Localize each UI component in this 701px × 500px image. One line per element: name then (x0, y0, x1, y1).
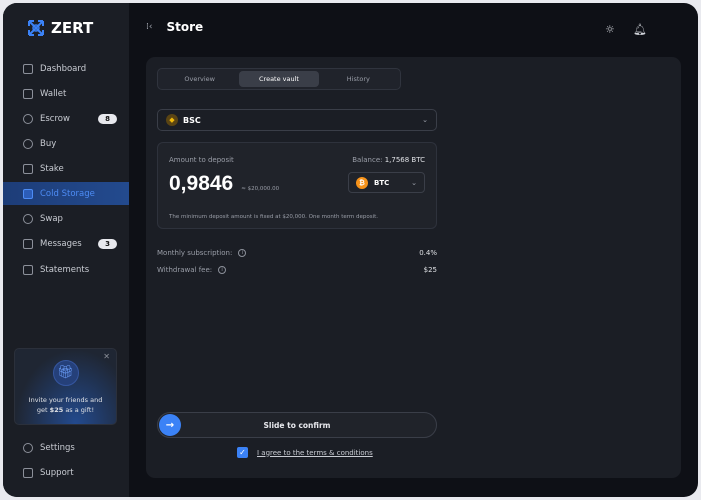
sidebar-item-messages[interactable]: Messages 3 (3, 232, 129, 255)
label: Swap (40, 213, 63, 224)
terms-agreement: ✓ I agree to the terms & conditions (237, 447, 373, 458)
tab-bar: Overview Create vault History (157, 68, 401, 90)
fee-label: Withdrawal fee: (157, 266, 213, 274)
label: Support (40, 467, 74, 478)
fee-value: $25 (423, 266, 437, 274)
slider-label: Slide to confirm (263, 420, 331, 430)
referral-promo: ✕ 🎁︎ Invite your friends and get $25 as … (14, 348, 117, 425)
chevron-down-icon: ⌄ (411, 178, 417, 187)
label: Statements (40, 264, 90, 275)
sidebar-item-dashboard[interactable]: Dashboard (3, 57, 129, 80)
label: Stake (40, 163, 64, 174)
label: Messages (40, 238, 82, 249)
sidebar-item-settings[interactable]: Settings (3, 436, 129, 459)
logo-icon (28, 20, 44, 36)
terms-checkbox[interactable]: ✓ (237, 447, 248, 458)
deposit-card: Amount to deposit Balance: 1,7568 BTC 0,… (157, 142, 437, 229)
promo-line2: get $25 as a gift! (15, 405, 116, 415)
bitcoin-icon: ₿ (356, 176, 368, 189)
fee-label: Monthly subscription: (157, 249, 233, 257)
collapse-sidebar-icon[interactable]: ⁞‹ (146, 22, 153, 32)
info-icon[interactable]: i (218, 266, 227, 274)
fee-row: Monthly subscription: i 0.4% (157, 249, 437, 257)
tab-history[interactable]: History (346, 75, 370, 83)
sidebar-item-swap[interactable]: Swap (3, 207, 129, 230)
sidebar-item-wallet[interactable]: Wallet (3, 82, 129, 105)
safe-icon (23, 188, 33, 199)
fee-value: 0.4% (419, 249, 437, 257)
amount-row: 0,9846 ≈ $20,000.00 (169, 172, 279, 196)
promo-line1: Invite your friends and (28, 396, 103, 404)
wallet-icon (23, 88, 33, 99)
label: Settings (40, 442, 75, 453)
swap-icon (23, 213, 33, 224)
usd-equivalent: ≈ $20,000.00 (241, 186, 280, 192)
bnb-icon: ◆ (166, 114, 178, 126)
fee-row: Withdrawal fee: i $25 (157, 266, 437, 274)
network-select[interactable]: ◆ BSC ⌄ (157, 109, 437, 131)
sidebar-item-escrow[interactable]: Escrow 8 (3, 107, 129, 130)
theme-toggle-icon[interactable]: ☼ (605, 23, 615, 36)
slide-to-confirm[interactable]: → Slide to confirm (157, 412, 437, 438)
label: Escrow (40, 113, 70, 124)
grid-icon (23, 63, 33, 74)
header: ⁞‹ Store (146, 20, 203, 34)
notification-bell-icon[interactable]: 🔔︎ (633, 23, 647, 36)
currency-select[interactable]: ₿ BTC ⌄ (348, 172, 425, 193)
store-panel: Overview Create vault History ◆ BSC ⌄ Am… (146, 57, 681, 478)
document-icon (23, 264, 33, 275)
deposit-label: Amount to deposit (169, 156, 234, 164)
arrow-right-icon[interactable]: → (159, 414, 181, 436)
sidebar-item-buy[interactable]: Buy (3, 132, 129, 155)
balance: Balance: 1,7568 BTC (352, 156, 425, 164)
help-icon (23, 467, 33, 478)
text: as a gift! (63, 406, 95, 414)
currency-value: BTC (374, 178, 390, 187)
deposit-note: The minimum deposit amount is fixed at $… (169, 214, 379, 220)
close-icon[interactable]: ✕ (103, 352, 110, 361)
label: Buy (40, 138, 57, 149)
sidebar-item-statements[interactable]: Statements (3, 258, 129, 281)
messages-badge: 3 (98, 238, 117, 249)
sidebar-item-cold-storage[interactable]: Cold Storage (3, 182, 129, 205)
gift-icon: 🎁︎ (52, 360, 79, 386)
label: Cold Storage (40, 188, 95, 199)
sidebar: ZERT Dashboard Wallet Escrow 8 Buy Stake … (3, 3, 129, 497)
balance-label: Balance: (352, 156, 383, 164)
tab-overview[interactable]: Overview (184, 75, 215, 83)
sidebar-item-support[interactable]: Support (3, 461, 129, 484)
message-icon (23, 238, 33, 249)
amount: $25 (49, 406, 64, 414)
terms-link[interactable]: I agree to the terms & conditions (257, 448, 373, 457)
text: get (36, 406, 50, 414)
stack-icon (23, 163, 33, 174)
coins-icon (23, 138, 33, 149)
page-title: Store (166, 20, 204, 34)
chevron-down-icon: ⌄ (422, 116, 428, 124)
escrow-badge: 8 (98, 113, 117, 124)
gear-icon (23, 442, 33, 453)
label: Dashboard (40, 63, 87, 74)
amount-input[interactable]: 0,9846 (169, 172, 234, 195)
sidebar-item-stake[interactable]: Stake (3, 157, 129, 180)
network-value: BSC (183, 115, 201, 125)
tab-create-vault[interactable]: Create vault (239, 71, 319, 87)
balance-value: 1,7568 BTC (384, 156, 425, 164)
shield-icon (23, 113, 33, 124)
label: Wallet (40, 88, 67, 99)
logo: ZERT (27, 19, 93, 37)
info-icon[interactable]: i (238, 249, 247, 257)
app-name: ZERT (51, 19, 94, 37)
app-window: ZERT Dashboard Wallet Escrow 8 Buy Stake … (3, 3, 698, 497)
